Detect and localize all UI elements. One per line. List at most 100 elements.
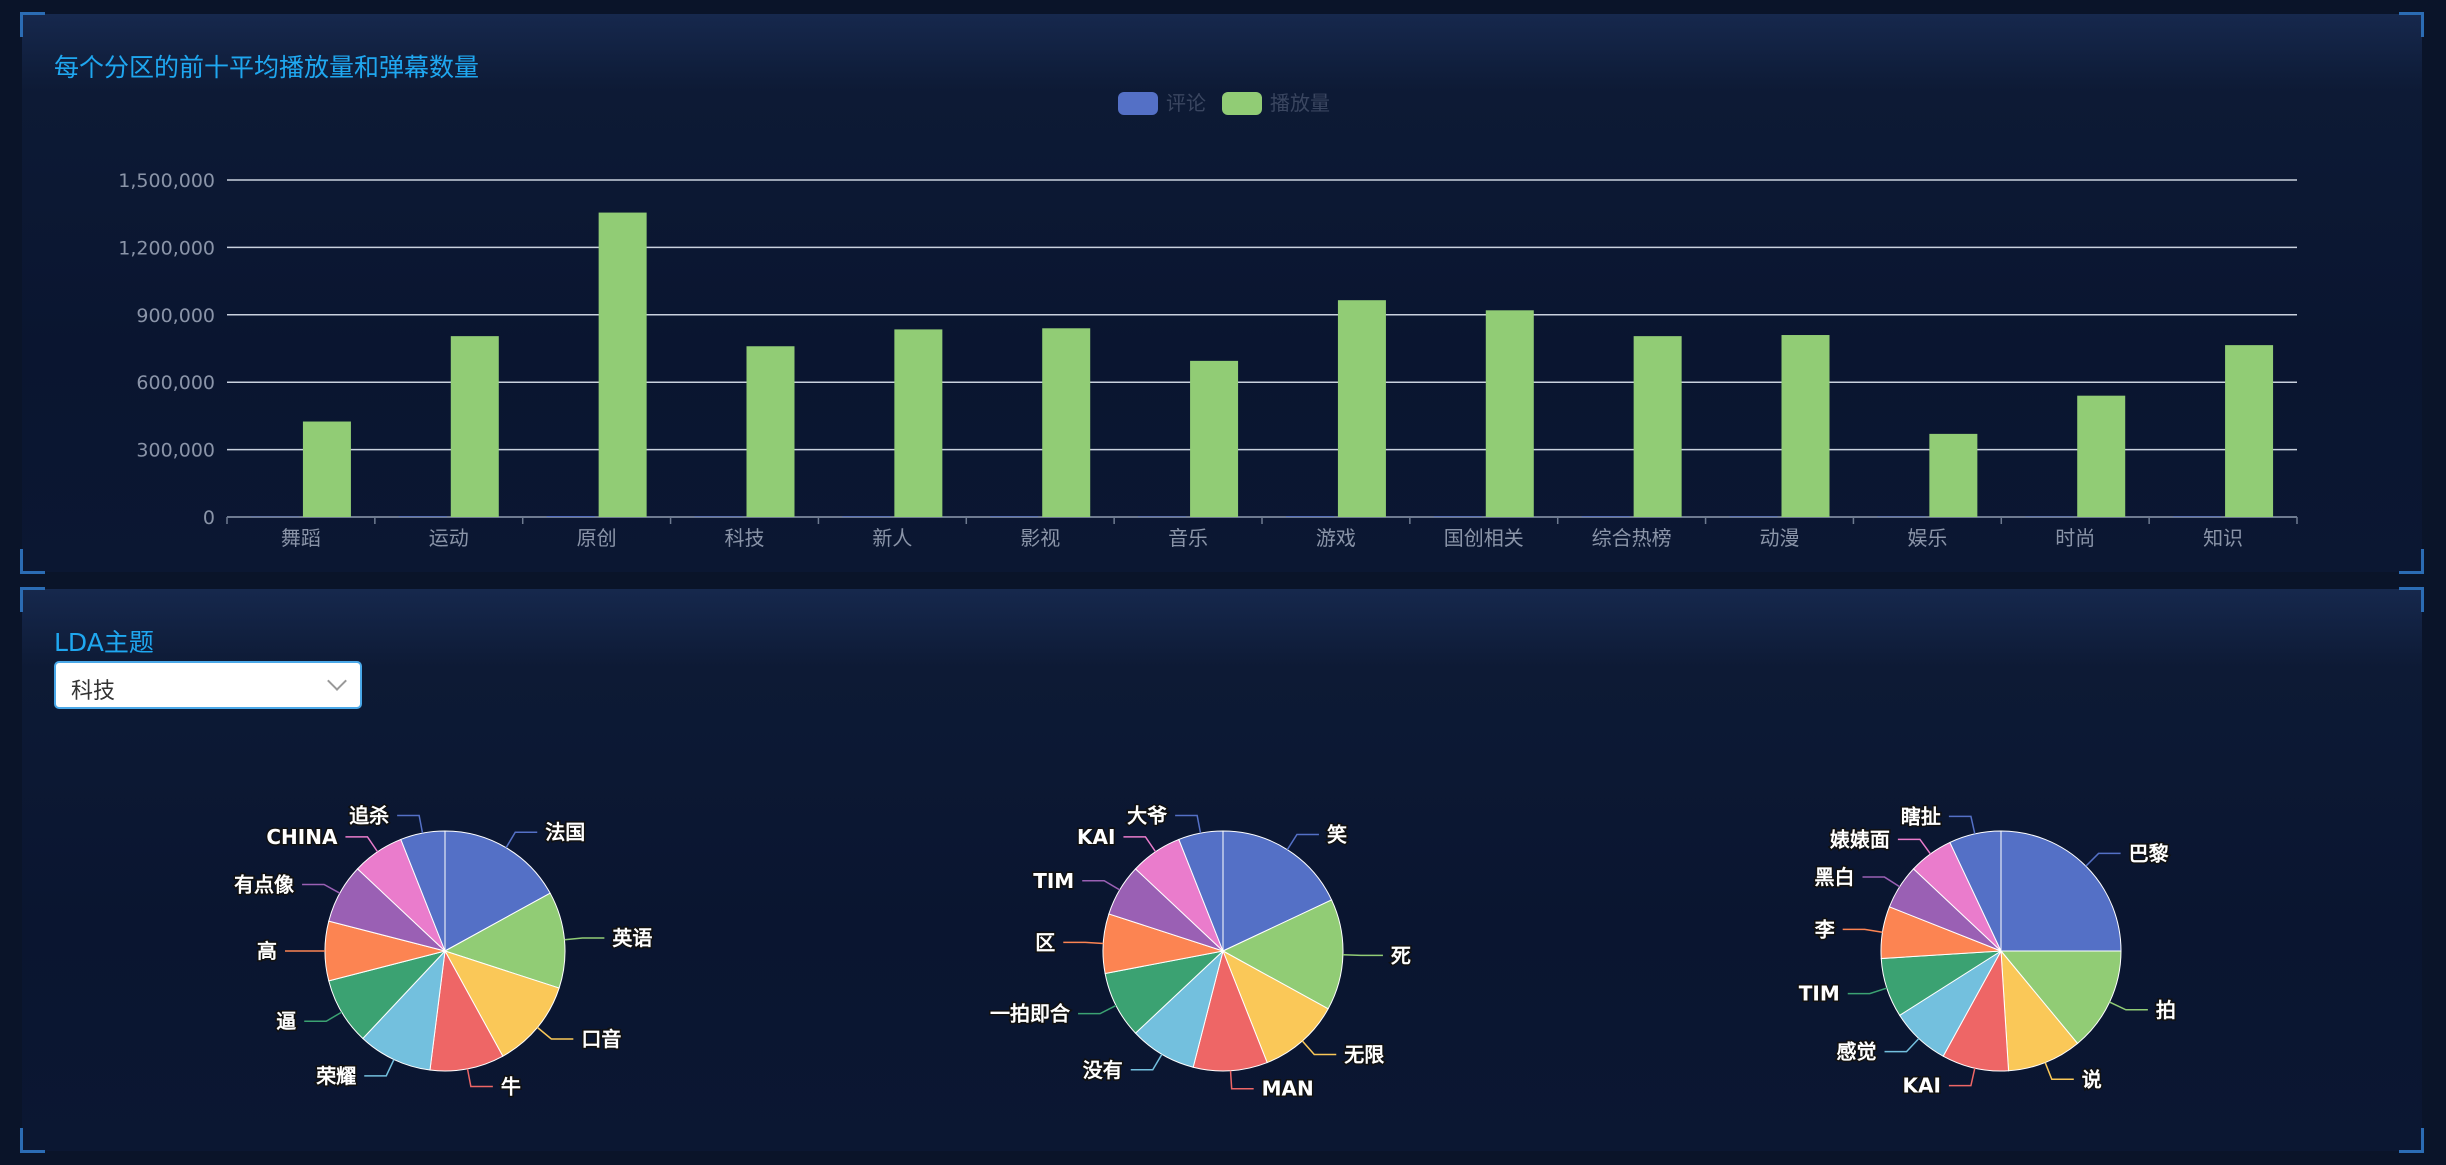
pie-label: 英语 [612, 926, 652, 950]
pie-label: 瞎扯 [1901, 804, 1941, 828]
lda-title: LDA主题 [54, 628, 154, 657]
pie-label: 婊婊面 [1830, 827, 1890, 851]
pie-label-line [1948, 1067, 1976, 1087]
pie-label-line [1342, 954, 1383, 957]
x-tick-label: 娱乐 [1907, 526, 1947, 550]
pie-slice [2000, 949, 2079, 1072]
bar-comments [398, 516, 447, 517]
pie-slice [1222, 830, 1333, 952]
x-tick-label: 动漫 [1760, 526, 1800, 550]
bar-plays [1929, 433, 1978, 517]
pie-label-line [1884, 1037, 1920, 1053]
x-tick-label: 运动 [429, 526, 469, 550]
pie-label: 高 [257, 939, 277, 963]
corner-decoration [2399, 549, 2424, 574]
category-select[interactable]: 科技 [54, 661, 362, 709]
pie-slice [1221, 899, 1344, 1010]
pie-label: MAN [1262, 1077, 1314, 1101]
x-tick-label: 新人 [872, 526, 912, 550]
pie-label: KAI [1077, 825, 1115, 849]
bar-comments [1581, 516, 1630, 517]
y-tick-label: 1,200,000 [118, 237, 215, 259]
pie-label: 追杀 [349, 803, 389, 827]
bar-chart-panel: 每个分区的前十平均播放量和弹幕数量 评论 播放量 0 300,000 600,000 90… [20, 12, 2424, 574]
x-tick-label: 综合热榜 [1592, 526, 1672, 550]
pie-label-line [536, 1026, 574, 1040]
pie-label: 死 [1391, 943, 1411, 967]
pie-label-line [1842, 928, 1883, 933]
pie-slice [1949, 830, 2002, 952]
bar-plays [1633, 336, 1682, 517]
corner-decoration [20, 1128, 45, 1153]
pie-slice [1999, 950, 2122, 1045]
x-tick-label: 国创相关 [1444, 526, 1524, 550]
x-tick-label: 舞蹈 [281, 526, 321, 550]
pie-label-line [345, 836, 379, 853]
bar-plays [746, 346, 795, 517]
pie-label: 大爷 [1127, 803, 1168, 827]
corner-decoration [20, 587, 45, 612]
pie-slice [2000, 830, 2122, 952]
bar-comments [990, 516, 1039, 517]
x-tick-label: 影视 [1020, 526, 1060, 550]
bar-plays [1190, 360, 1239, 517]
chevron-down-icon[interactable] [327, 671, 347, 691]
legend: 评论 播放量 [1118, 91, 1330, 115]
pie-label: 区 [1035, 930, 1055, 954]
bar-plays [598, 212, 647, 517]
pie-label: 拍 [2156, 998, 2176, 1022]
pie-label-line [1229, 1070, 1254, 1090]
y-tick-label: 300,000 [136, 440, 215, 462]
pie-slice [1178, 830, 1224, 952]
bar-plays [1042, 328, 1091, 517]
pie-slice [400, 830, 446, 952]
pie-label: 有点像 [234, 873, 295, 897]
y-tick-label: 600,000 [136, 372, 215, 394]
pie-label: CHINA [266, 825, 338, 849]
bar-comments [1729, 516, 1778, 517]
pie-label-line [302, 883, 341, 894]
bar-plays [1337, 300, 1386, 517]
pie-label-line [564, 937, 605, 941]
pie-label: 法国 [545, 820, 585, 844]
corner-decoration [20, 12, 45, 37]
pie-slice [1192, 949, 1268, 1072]
bar-plays [1485, 310, 1534, 517]
pie-slice [443, 892, 566, 989]
x-tick-label: 时尚 [2055, 526, 2095, 550]
corner-decoration [2399, 587, 2424, 612]
pie-label: 一拍即合 [990, 1002, 1071, 1026]
pie-slice [429, 949, 504, 1072]
pie-label-line [1130, 1053, 1163, 1071]
y-tick-label: 900,000 [136, 305, 215, 327]
bar-comments [1433, 516, 1482, 517]
x-tick-label: 游戏 [1316, 526, 1356, 550]
category-select-value: 科技 [71, 679, 116, 704]
bar-comments [2173, 516, 2222, 517]
pie-label-line [2085, 852, 2121, 867]
x-tick-label: 原创 [577, 526, 617, 550]
pie-label: 逼 [276, 1009, 296, 1033]
bar-plays [450, 336, 499, 517]
x-tick-label: 音乐 [1168, 526, 1208, 550]
bar-comments [694, 516, 743, 517]
pie-label-line [1862, 876, 1901, 888]
bar-plays [2225, 345, 2274, 517]
lda-pie-charts: 法国英语口音牛荣耀逼高有点像CHINA追杀笑死无限MAN没有一拍即合区TIMKA… [233, 802, 2178, 1102]
pie-label-line [505, 831, 538, 849]
bar-plays [1781, 335, 1830, 517]
pie-label: 李 [1814, 917, 1836, 941]
corner-decoration [20, 549, 45, 574]
pie-label-line [1286, 833, 1319, 851]
pie-label-line [364, 1059, 395, 1077]
legend-swatch [1222, 92, 1262, 115]
pie-label: 笑 [1327, 822, 1347, 846]
pie-label-line [1175, 814, 1202, 834]
pie-label-line [1847, 987, 1888, 995]
y-tick-label: 0 [203, 507, 215, 529]
pie-label: 没有 [1083, 1058, 1123, 1082]
pie-label-line [397, 814, 424, 834]
